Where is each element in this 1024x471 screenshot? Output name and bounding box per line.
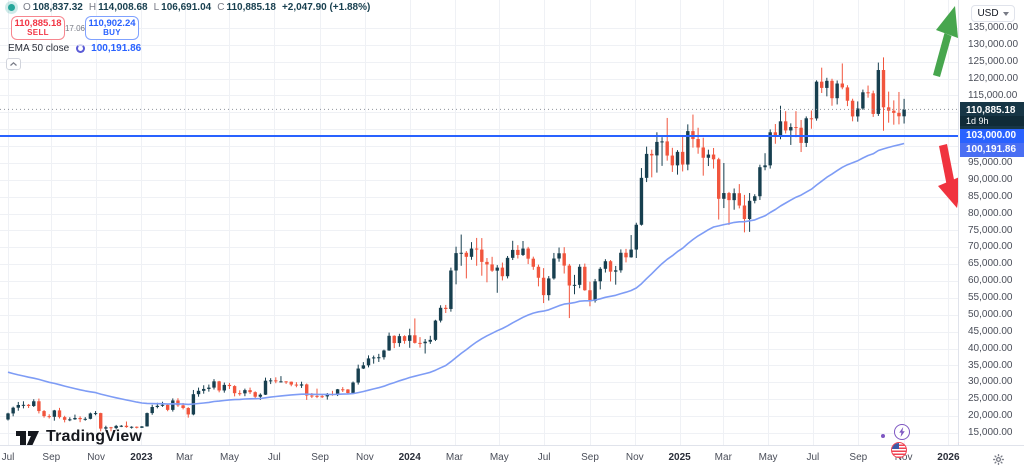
time-axis-label: Sep [849, 452, 868, 463]
time-axis[interactable]: Jul Sep Nov 2023 Mar May Jul Sep Nov 2024 Mar May Ju… [0, 445, 1024, 471]
time-axis-label: 2023 [130, 452, 153, 463]
watermark-text: TradingView [46, 428, 143, 445]
price-axis-label: 50,000.00 [968, 308, 1013, 320]
time-axis-label: Nov [355, 452, 374, 463]
high-label: H [88, 2, 97, 13]
spread-value: 17.06 [64, 23, 86, 33]
time-axis-label: 2025 [668, 452, 691, 463]
bar-countdown: 1d 9h [960, 115, 1024, 126]
price-axis-label: 35,000.00 [968, 359, 1013, 371]
price-axis-label: 95,000.00 [968, 157, 1013, 168]
close-label: C [217, 2, 225, 13]
price-axis-label: 70,000.00 [968, 241, 1013, 253]
event-marker-dot [881, 434, 885, 438]
time-axis-label: Mar [445, 452, 464, 463]
price-axis-label: 15,000.00 [968, 427, 1013, 438]
last-price-tag: 110,885.18 1d 9h [960, 101, 1024, 129]
time-axis-label: Sep [42, 452, 61, 463]
time-axis-label: Jul [1, 452, 15, 463]
buy-label: BUY [103, 27, 121, 37]
time-axis-label: Jul [806, 452, 820, 463]
ema-loading-spinner-icon [76, 44, 86, 53]
price-axis[interactable]: USD 135,000.00 130,000.00 125,000.00 120,00… [958, 0, 1024, 445]
low-value: 106,691.04 [161, 2, 212, 13]
time-axis-label: Mar [714, 452, 732, 463]
ema-value: 100,191.86 [91, 43, 142, 54]
series-status-dot [8, 4, 15, 11]
flag-canton [892, 443, 899, 449]
time-axis-label: Nov [625, 452, 644, 463]
price-axis-label: 120,000.00 [968, 72, 1019, 84]
time-axis-label: Sep [311, 452, 329, 463]
candlestick-chart [0, 0, 958, 445]
price-axis-label: 40,000.00 [968, 342, 1013, 354]
ema-indicator-legend: EMA 50 close 100,191.86 [8, 43, 141, 54]
price-axis-label: 75,000.00 [968, 224, 1013, 236]
tradingview-logo-icon [16, 431, 39, 445]
open-label: O [23, 2, 31, 13]
open-value: 108,837.32 [32, 2, 83, 13]
currency-label: USD [977, 8, 999, 19]
gear-icon [992, 453, 1004, 465]
currency-selector[interactable]: USD [971, 5, 1015, 22]
time-axis-label: Jul [267, 452, 281, 463]
chevron-down-icon [1002, 11, 1009, 16]
down-arrow-annotation[interactable] [938, 144, 958, 208]
close-value: 110,885.18 [226, 2, 276, 13]
price-axis-label: 135,000.00 [968, 22, 1019, 33]
up-arrow-annotation[interactable] [933, 6, 958, 77]
price-axis-label: 80,000.00 [968, 207, 1013, 219]
price-axis-label: 55,000.00 [968, 292, 1013, 303]
price-axis-label: 25,000.00 [968, 393, 1013, 405]
price-axis-label: 125,000.00 [968, 55, 1019, 67]
candlestick-series [6, 57, 906, 432]
price-axis-label: 65,000.00 [968, 258, 1013, 270]
time-axis-label: 2026 [937, 452, 960, 463]
us-economic-event-icon[interactable] [891, 442, 907, 458]
crypto-event-icon[interactable] [894, 424, 910, 440]
price-axis-label: 60,000.00 [968, 275, 1013, 287]
time-axis-label: Nov [87, 452, 105, 463]
sell-price: 110,885.18 [14, 17, 62, 29]
time-axis-label: Nov [894, 452, 913, 463]
time-axis-label: May [758, 452, 778, 463]
legend-collapse-button[interactable] [6, 58, 21, 70]
time-axis-label: Sep [581, 452, 599, 463]
last-price-tag-value: 110,885.18 [966, 104, 1016, 116]
time-axis-label: Mar [175, 452, 194, 463]
buy-button[interactable]: 110,902.24 BUY [85, 16, 139, 40]
low-label: L [153, 2, 160, 13]
price-axis-label: 115,000.00 [968, 89, 1018, 101]
time-axis-label: Jul [537, 452, 551, 463]
drawing-annotations [933, 6, 958, 208]
sell-button[interactable]: 110,885.18 SELL [11, 16, 65, 40]
tradingview-watermark: TradingView [16, 427, 142, 447]
horizontal-line-price-tag: 103,000.00 [960, 129, 1024, 143]
chevron-up-icon [10, 62, 17, 66]
ohlc-readout: O 108,837.32 H 114,008.68 L 106,691.04 C… [8, 2, 370, 13]
grid-lines [0, 0, 958, 445]
high-value: 114,008.68 [98, 2, 148, 13]
sell-label: SELL [27, 27, 49, 37]
time-axis-label: May [489, 452, 509, 463]
price-axis-label: 90,000.00 [968, 173, 1013, 185]
ema-line[interactable] [7, 142, 905, 406]
ema-price-tag: 100,191.86 [960, 143, 1024, 157]
price-axis-label: 45,000.00 [968, 325, 1013, 337]
price-axis-label: 30,000.00 [968, 376, 1013, 388]
ema-label: EMA 50 close [8, 43, 70, 54]
chart-canvas[interactable]: O 108,837.32 H 114,008.68 L 106,691.04 C… [0, 0, 958, 445]
change-value: +2,047.90 (+1.88%) [281, 2, 371, 13]
axis-settings-button[interactable] [990, 451, 1006, 467]
price-axis-label: 130,000.00 [968, 38, 1019, 50]
time-axis-label: 2024 [398, 452, 421, 463]
time-axis-label: May [220, 452, 239, 463]
buy-price: 110,902.24 [88, 17, 136, 29]
price-axis-label: 20,000.00 [968, 410, 1013, 422]
price-axis-label: 85,000.00 [968, 190, 1013, 202]
lightning-bolt-icon [899, 427, 905, 437]
